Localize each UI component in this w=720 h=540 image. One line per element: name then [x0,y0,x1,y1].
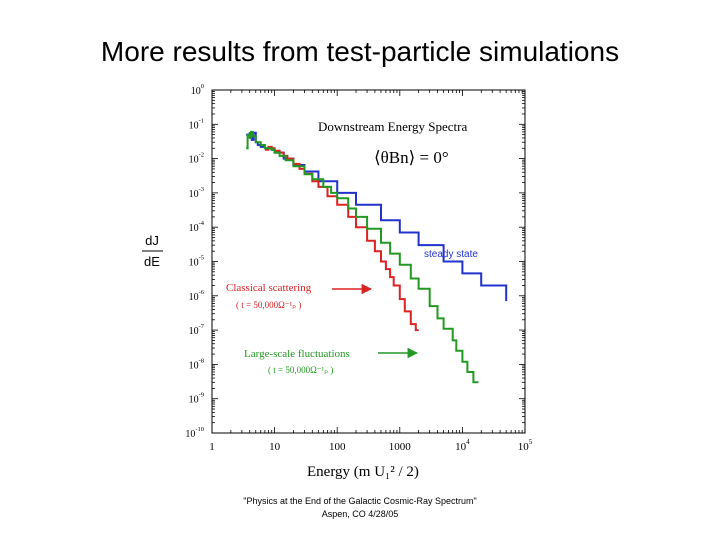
x-tick-label: 10 [269,441,281,453]
y-tick-label: 10-3 [189,186,204,200]
y-tick-label-exponent: -9 [199,392,204,399]
annotation-classical-scattering-time: ( t = 50,000Ω⁻¹ₚ ) [236,300,301,310]
y-tick-label-base: 10 [189,155,199,166]
y-tick-labels: 10010-110-210-310-410-510-610-710-810-91… [185,83,204,440]
annotation-classical-scattering: Classical scattering [226,282,312,294]
x-tick-label: 1000 [389,441,412,453]
y-tick-label-base: 10 [189,326,199,337]
series-line-classical-scattering [264,145,419,332]
y-tick-label: 10-6 [189,289,205,303]
x-tick-label-exponent: 5 [529,438,533,446]
y-tick-label-exponent: -4 [199,220,205,227]
y-tick-label-base: 10 [191,86,201,97]
y-tick-label: 10-8 [189,357,204,371]
x-tick-labels: 1 10 100 1000 104 105 [209,438,533,453]
y-tick-label: 10-9 [189,392,204,406]
x-axis-label: Energy (m U₁² / 2) [307,464,419,480]
y-tick-label-base: 10 [189,189,199,200]
y-tick-label-base: 10 [189,395,199,406]
chart-title: Downstream Energy Spectra [318,119,467,134]
y-tick-label-exponent: -3 [199,186,204,193]
x-tick-label: 100 [329,441,346,453]
x-tick-label: 105 [518,438,533,453]
y-tick-label-base: 10 [185,429,195,440]
footer-line-2: Aspen, CO 4/28/05 [321,509,399,519]
y-tick-label: 10-1 [189,117,204,131]
series-line-large-scale-fluctuations [246,130,479,384]
y-tick-label-exponent: -2 [199,152,204,159]
y-tick-label-exponent: -6 [199,289,205,296]
x-tick-label-base: 10 [269,441,281,453]
y-axis-label-numerator: dJ [145,233,159,248]
y-tick-label-exponent: -8 [199,357,204,364]
y-tick-label: 10-10 [185,426,204,440]
axis-ticks [211,90,525,434]
annotation-large-scale-fluctuations-time: ( t = 50,000Ω⁻¹ₚ ) [268,365,333,375]
annotation-steady-state: steady state [424,249,478,260]
chart-subtitle: ⟨θBn⟩ = 0° [374,148,449,167]
footer-line-1: "Physics at the End of the Galactic Cosm… [243,496,477,506]
series-layer [246,130,508,384]
y-tick-label: 10-2 [189,152,204,166]
y-tick-label-base: 10 [189,258,199,269]
y-tick-label-exponent: -5 [199,255,204,262]
y-tick-label: 10-4 [189,220,205,234]
y-axis-label-denominator: dE [144,254,160,269]
x-tick-label-base: 1000 [389,441,412,453]
y-tick-label-exponent: 0 [201,83,204,90]
x-tick-label-base: 10 [455,441,467,453]
y-tick-label-exponent: -10 [195,426,204,433]
annotations-layer: steady state Classical scattering ( t = 50… [226,249,478,375]
y-tick-label: 10-5 [189,255,204,269]
x-tick-label-base: 10 [518,441,530,453]
x-tick-label-exponent: 4 [466,438,470,446]
y-tick-label-base: 10 [189,120,199,131]
y-tick-label: 100 [191,83,204,97]
y-tick-label-base: 10 [189,223,199,234]
x-tick-label: 1 [209,441,215,453]
x-tick-label: 104 [455,438,470,453]
y-tick-label-base: 10 [189,292,199,303]
annotation-large-scale-fluctuations: Large-scale fluctuations [244,348,350,360]
x-tick-label-base: 1 [209,441,215,453]
x-tick-label-base: 100 [329,441,346,453]
y-tick-label-base: 10 [189,360,199,371]
slide-title: More results from test-particle simulati… [100,36,620,67]
y-tick-label-exponent: -7 [199,323,205,330]
y-tick-label: 10-7 [189,323,205,337]
y-tick-label-exponent: -1 [199,117,204,124]
